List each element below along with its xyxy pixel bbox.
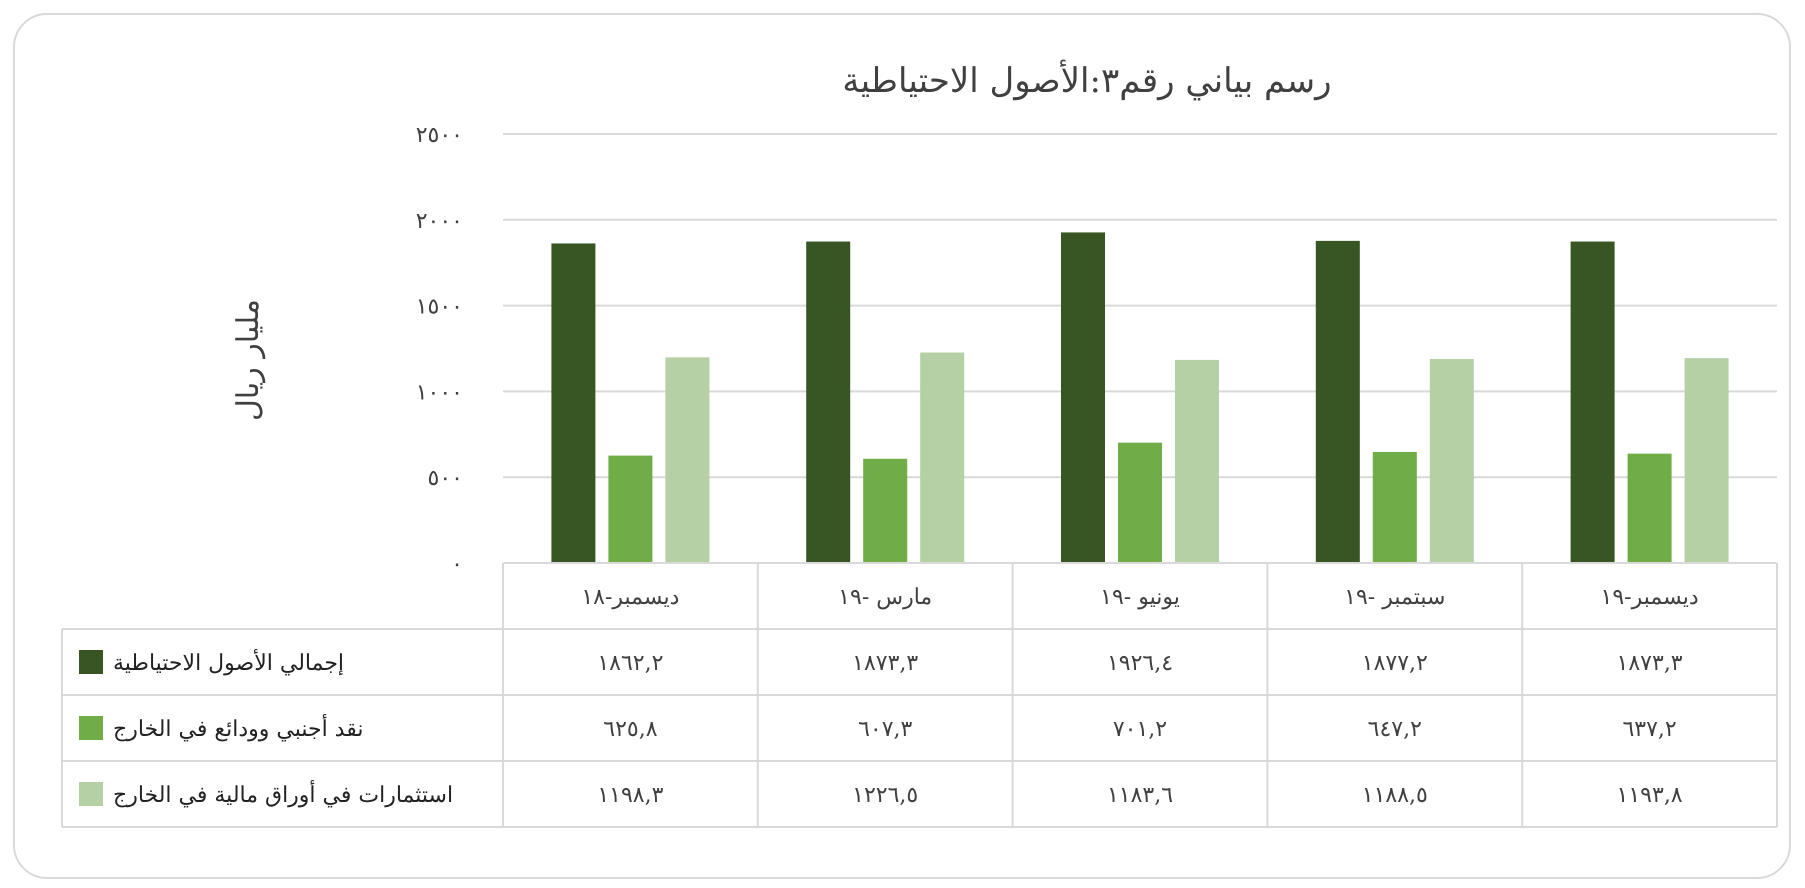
category-label: ديسمبر-١٨ bbox=[581, 585, 679, 610]
bar-2 bbox=[608, 455, 653, 563]
bar-3 bbox=[1175, 359, 1219, 563]
y-tick-label: ٢٠٠٠ bbox=[416, 209, 463, 234]
legend-label: استثمارات في أوراق مالية في الخارج bbox=[113, 779, 453, 808]
bar-3 bbox=[665, 357, 710, 563]
category-label: ديسمبر-١٩ bbox=[1601, 585, 1699, 610]
data-label: ١١٨٣,٦ bbox=[1107, 783, 1173, 808]
category-label: يونيو -١٩ bbox=[1100, 585, 1180, 610]
bar-3 bbox=[1684, 358, 1729, 563]
data-label: ١٨٧٣,٣ bbox=[1617, 651, 1683, 676]
bar-2 bbox=[1118, 442, 1162, 563]
bar-2 bbox=[1627, 453, 1672, 563]
legend-label: إجمالي الأصول الاحتياطية bbox=[113, 648, 344, 676]
y-axis-label: مليار ريال bbox=[231, 299, 266, 421]
category-label: مارس -١٩ bbox=[838, 585, 932, 610]
bar-1 bbox=[1061, 232, 1105, 564]
y-tick-label: ٥٠٠ bbox=[428, 466, 463, 491]
data-label: ٦٢٥,٨ bbox=[603, 717, 657, 742]
bars-layer bbox=[551, 232, 1729, 564]
bar-3 bbox=[920, 352, 965, 563]
data-label: ٦٣٧,٢ bbox=[1622, 717, 1676, 742]
bar-3 bbox=[1429, 359, 1474, 563]
legend-label: نقد أجنبي وودائع في الخارج bbox=[113, 713, 364, 742]
data-label: ٦٠٧,٣ bbox=[858, 717, 912, 742]
data-label: ١٨٧٣,٣ bbox=[852, 651, 918, 676]
data-table: ديسمبر-١٨ مارس -١٩ يونيو -١٩ سبتمبر -١٩ ديسم… bbox=[61, 562, 1778, 828]
y-tick-label: ٠ bbox=[451, 552, 463, 577]
data-label: ١١٨٨,٥ bbox=[1362, 783, 1428, 808]
data-label: ١١٩٨,٣ bbox=[597, 783, 663, 808]
data-label: ١١٩٣,٨ bbox=[1617, 783, 1683, 808]
legend-swatch bbox=[79, 716, 103, 740]
bar-2 bbox=[1372, 451, 1417, 563]
category-label: سبتمبر -١٩ bbox=[1344, 585, 1445, 610]
data-label: ٦٤٧,٢ bbox=[1368, 717, 1422, 742]
chart-card bbox=[13, 13, 1791, 879]
bar-1 bbox=[1570, 241, 1615, 563]
bar-1 bbox=[551, 243, 596, 564]
data-label: ١٢٢٦,٥ bbox=[852, 783, 918, 808]
legend-swatch bbox=[79, 650, 103, 674]
data-label: ٧٠١,٢ bbox=[1113, 717, 1167, 742]
chart-title: رسم بياني رقم٣:الأصول الاحتياطية bbox=[842, 59, 1331, 101]
y-tick-label: ٢٥٠٠ bbox=[416, 123, 463, 148]
bar-1 bbox=[806, 241, 851, 563]
data-label: ١٨٦٢,٢ bbox=[597, 651, 663, 676]
y-tick-label: ١٥٠٠ bbox=[416, 295, 463, 320]
data-label: ١٨٧٧,٢ bbox=[1362, 651, 1428, 676]
bar-2 bbox=[863, 458, 908, 563]
y-tick-label: ١٠٠٠ bbox=[416, 380, 463, 405]
legend-swatch bbox=[79, 782, 103, 806]
data-label: ١٩٢٦,٤ bbox=[1107, 651, 1173, 676]
bar-1 bbox=[1315, 240, 1360, 563]
